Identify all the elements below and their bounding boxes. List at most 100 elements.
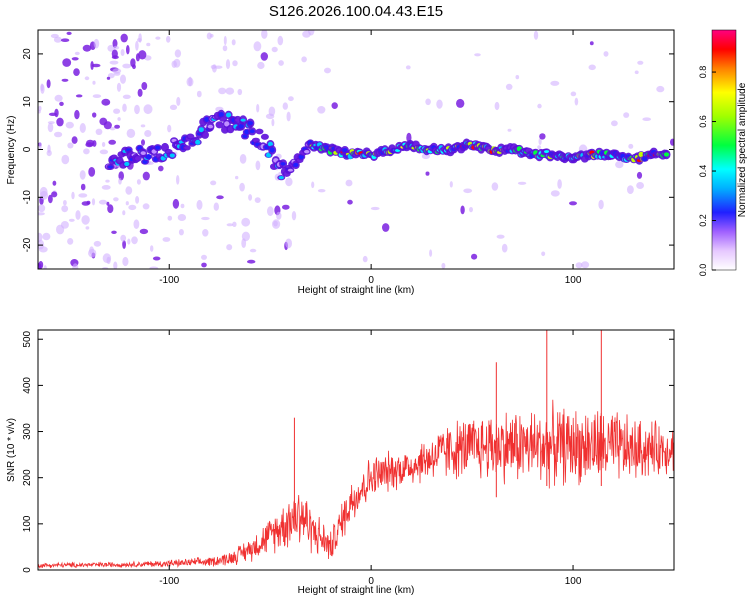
noise-blob — [235, 175, 239, 180]
noise-blob — [126, 128, 136, 138]
noise-blob — [62, 58, 72, 67]
noise-blob — [550, 190, 560, 197]
noise-blob — [223, 35, 227, 46]
noise-blob — [288, 96, 294, 102]
noise-blob — [603, 51, 609, 57]
noise-blob — [93, 38, 100, 49]
noise-blob — [222, 45, 228, 52]
noise-blob — [85, 142, 94, 148]
noise-blob — [38, 261, 44, 269]
track-blob — [642, 156, 648, 162]
noise-blob — [101, 185, 111, 190]
noise-blob — [105, 179, 110, 183]
noise-blob — [271, 118, 275, 127]
noise-blob — [575, 262, 583, 269]
noise-blob — [201, 216, 210, 221]
noise-blob — [149, 266, 159, 269]
track-blob — [146, 154, 152, 160]
noise-blob — [201, 254, 207, 260]
noise-blob — [91, 63, 101, 68]
noise-blob — [117, 117, 121, 121]
noise-blob — [501, 243, 508, 253]
noise-blob — [634, 70, 639, 75]
track-blob — [222, 128, 228, 132]
noise-blob — [47, 121, 55, 125]
noise-blob — [588, 64, 596, 71]
noise-blob — [102, 253, 112, 264]
spectrogram-ylabel: Frequency (Hz) — [6, 116, 17, 185]
track-blob — [216, 122, 223, 127]
noise-blob — [167, 124, 172, 133]
noise-blob — [85, 226, 90, 230]
noise-blob — [50, 33, 59, 39]
noise-blob — [282, 102, 288, 110]
noise-blob — [537, 103, 542, 109]
colorbar-tick-label: 0.8 — [698, 66, 708, 79]
noise-blob — [158, 165, 164, 172]
noise-blob — [176, 175, 180, 185]
track-blob — [293, 162, 299, 168]
noise-blob — [92, 94, 102, 98]
noise-blob — [120, 234, 127, 242]
colorbar-tick-label: 0.6 — [698, 115, 708, 128]
noise-blob — [128, 204, 137, 211]
noise-blob — [670, 138, 674, 146]
noise-blob — [143, 104, 153, 115]
noise-blob — [225, 87, 235, 95]
noise-blob — [38, 246, 48, 253]
noise-blob — [126, 45, 130, 55]
noise-blob — [122, 210, 126, 216]
spectrogram-xtick-label: 0 — [368, 275, 374, 286]
spectrogram-xlabel: Height of straight line (km) — [298, 285, 415, 296]
noise-blob — [172, 198, 180, 209]
track-blob — [227, 126, 233, 132]
snr-ytick-label: 300 — [22, 423, 33, 440]
noise-blob — [122, 94, 131, 100]
noise-blob — [38, 105, 42, 112]
noise-blob — [196, 90, 202, 98]
noise-blob — [436, 99, 443, 109]
colorbar — [711, 29, 737, 271]
noise-blob — [496, 234, 505, 239]
noise-blob — [155, 36, 161, 40]
noise-blob — [162, 237, 171, 242]
noise-blob — [241, 231, 250, 242]
noise-blob — [82, 44, 92, 52]
noise-blob — [38, 204, 46, 213]
noise-blob — [59, 101, 64, 106]
noise-blob — [84, 76, 90, 81]
noise-blob — [120, 74, 126, 84]
noise-blob — [425, 98, 431, 106]
noise-blob — [61, 78, 69, 82]
noise-blob — [120, 49, 125, 56]
noise-blob — [138, 50, 147, 60]
noise-blob — [46, 79, 51, 89]
noise-blob — [72, 263, 79, 269]
track-blob — [107, 165, 114, 169]
noise-blob — [116, 82, 122, 92]
noise-blob — [507, 128, 512, 132]
track-blob — [187, 134, 193, 139]
noise-blob — [491, 182, 499, 191]
noise-blob — [88, 167, 96, 177]
noise-blob — [628, 143, 634, 149]
track-blob — [544, 150, 550, 154]
noise-blob — [557, 179, 562, 189]
noise-blob — [253, 41, 262, 52]
noise-blob — [74, 109, 80, 120]
noise-blob — [405, 65, 411, 70]
track-blob — [207, 124, 213, 129]
snr-xtick-label: 100 — [565, 576, 582, 587]
noise-blob — [152, 256, 161, 261]
noise-blob — [285, 238, 292, 249]
noise-blob — [201, 262, 207, 268]
noise-blob — [122, 256, 129, 267]
noise-blob — [537, 145, 541, 150]
noise-blob — [98, 199, 108, 205]
noise-blob — [93, 240, 102, 247]
noise-blob — [63, 200, 67, 206]
noise-blob — [301, 56, 307, 63]
noise-blob — [111, 230, 117, 234]
noise-blob — [107, 73, 115, 79]
colorbar-label: Normalized spectral amplitude — [737, 82, 748, 217]
